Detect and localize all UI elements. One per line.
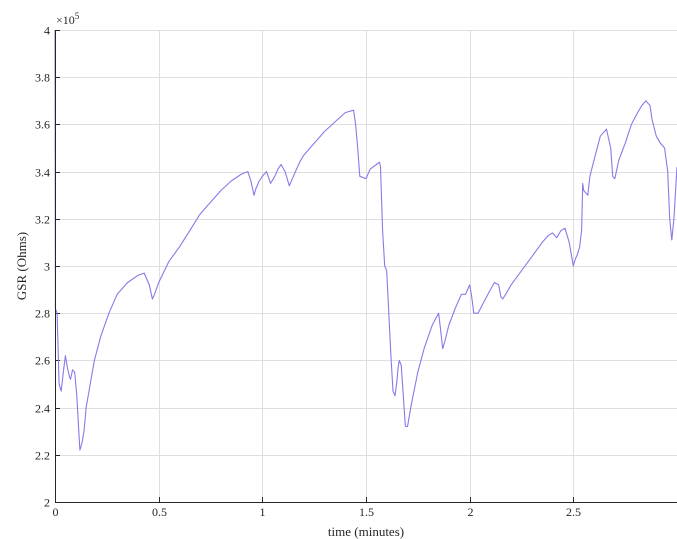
y-tick-label: 2.6: [35, 354, 50, 368]
x-tick-label: 1: [260, 505, 266, 519]
y-tick-label: 2: [44, 496, 50, 510]
x-tick-label: 2.5: [566, 505, 581, 519]
x-ticks: 0 0.5 1 1.5 2 2.5: [53, 497, 581, 519]
y-tick-label: 2.2: [35, 449, 50, 463]
x-tick-label: 0: [53, 505, 59, 519]
y-tick-label: 3.2: [35, 213, 50, 227]
y-tick-label: 4: [44, 24, 50, 38]
gridlines: [55, 30, 677, 502]
y-tick-label: 3.4: [35, 166, 50, 180]
x-tick-label: 2: [468, 505, 474, 519]
y-tick-label: 2.8: [35, 307, 50, 321]
y-exponent-power: 5: [75, 11, 80, 21]
x-tick-label: 0.5: [152, 505, 167, 519]
y-tick-label: 3: [44, 260, 50, 274]
y-tick-label: 3.8: [35, 71, 50, 85]
x-axis-label: time (minutes): [328, 524, 404, 539]
y-exponent-base: ×10: [56, 13, 75, 27]
y-axis-label: GSR (Ohms): [14, 232, 29, 300]
y-ticks: 2 2.2 2.4 2.6 2.8 3 3.2 3.4 3.6 3.8 4: [35, 24, 60, 510]
y-exponent-label: ×105: [56, 11, 80, 27]
y-tick-label: 2.4: [35, 402, 50, 416]
x-tick-label: 1.5: [359, 505, 374, 519]
y-tick-label: 3.6: [35, 118, 50, 132]
series-line-gsr: [54, 29, 677, 451]
